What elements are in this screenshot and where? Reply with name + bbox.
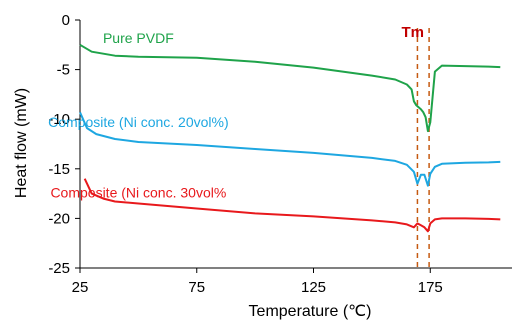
series-line-2 bbox=[79, 111, 501, 187]
series-line-3 bbox=[83, 178, 501, 233]
x-tick-label: 75 bbox=[188, 279, 205, 296]
series-label-2: Composite (Ni conc. 20vol%) bbox=[48, 114, 229, 130]
x-tick-label: 25 bbox=[72, 279, 89, 296]
series-label-3: Composite (Ni conc. 30vol% bbox=[50, 185, 226, 201]
y-tick-label: -20 bbox=[48, 210, 70, 227]
x-tick-label: 125 bbox=[301, 279, 326, 296]
y-tick-label: -25 bbox=[48, 260, 70, 277]
y-tick-label: 0 bbox=[62, 12, 70, 29]
y-tick-label: -10 bbox=[48, 111, 70, 128]
x-axis-title: Temperature (℃) bbox=[249, 303, 372, 320]
y-tick-label: -5 bbox=[57, 62, 70, 79]
x-tick-label: 175 bbox=[418, 279, 443, 296]
y-tick-label: -15 bbox=[48, 161, 70, 178]
series-line-1 bbox=[79, 43, 501, 133]
tm-annotation: Tm bbox=[402, 24, 425, 41]
series-label-1: Pure PVDF bbox=[103, 30, 174, 46]
y-axis-title: Heat flow (mW) bbox=[13, 88, 30, 198]
